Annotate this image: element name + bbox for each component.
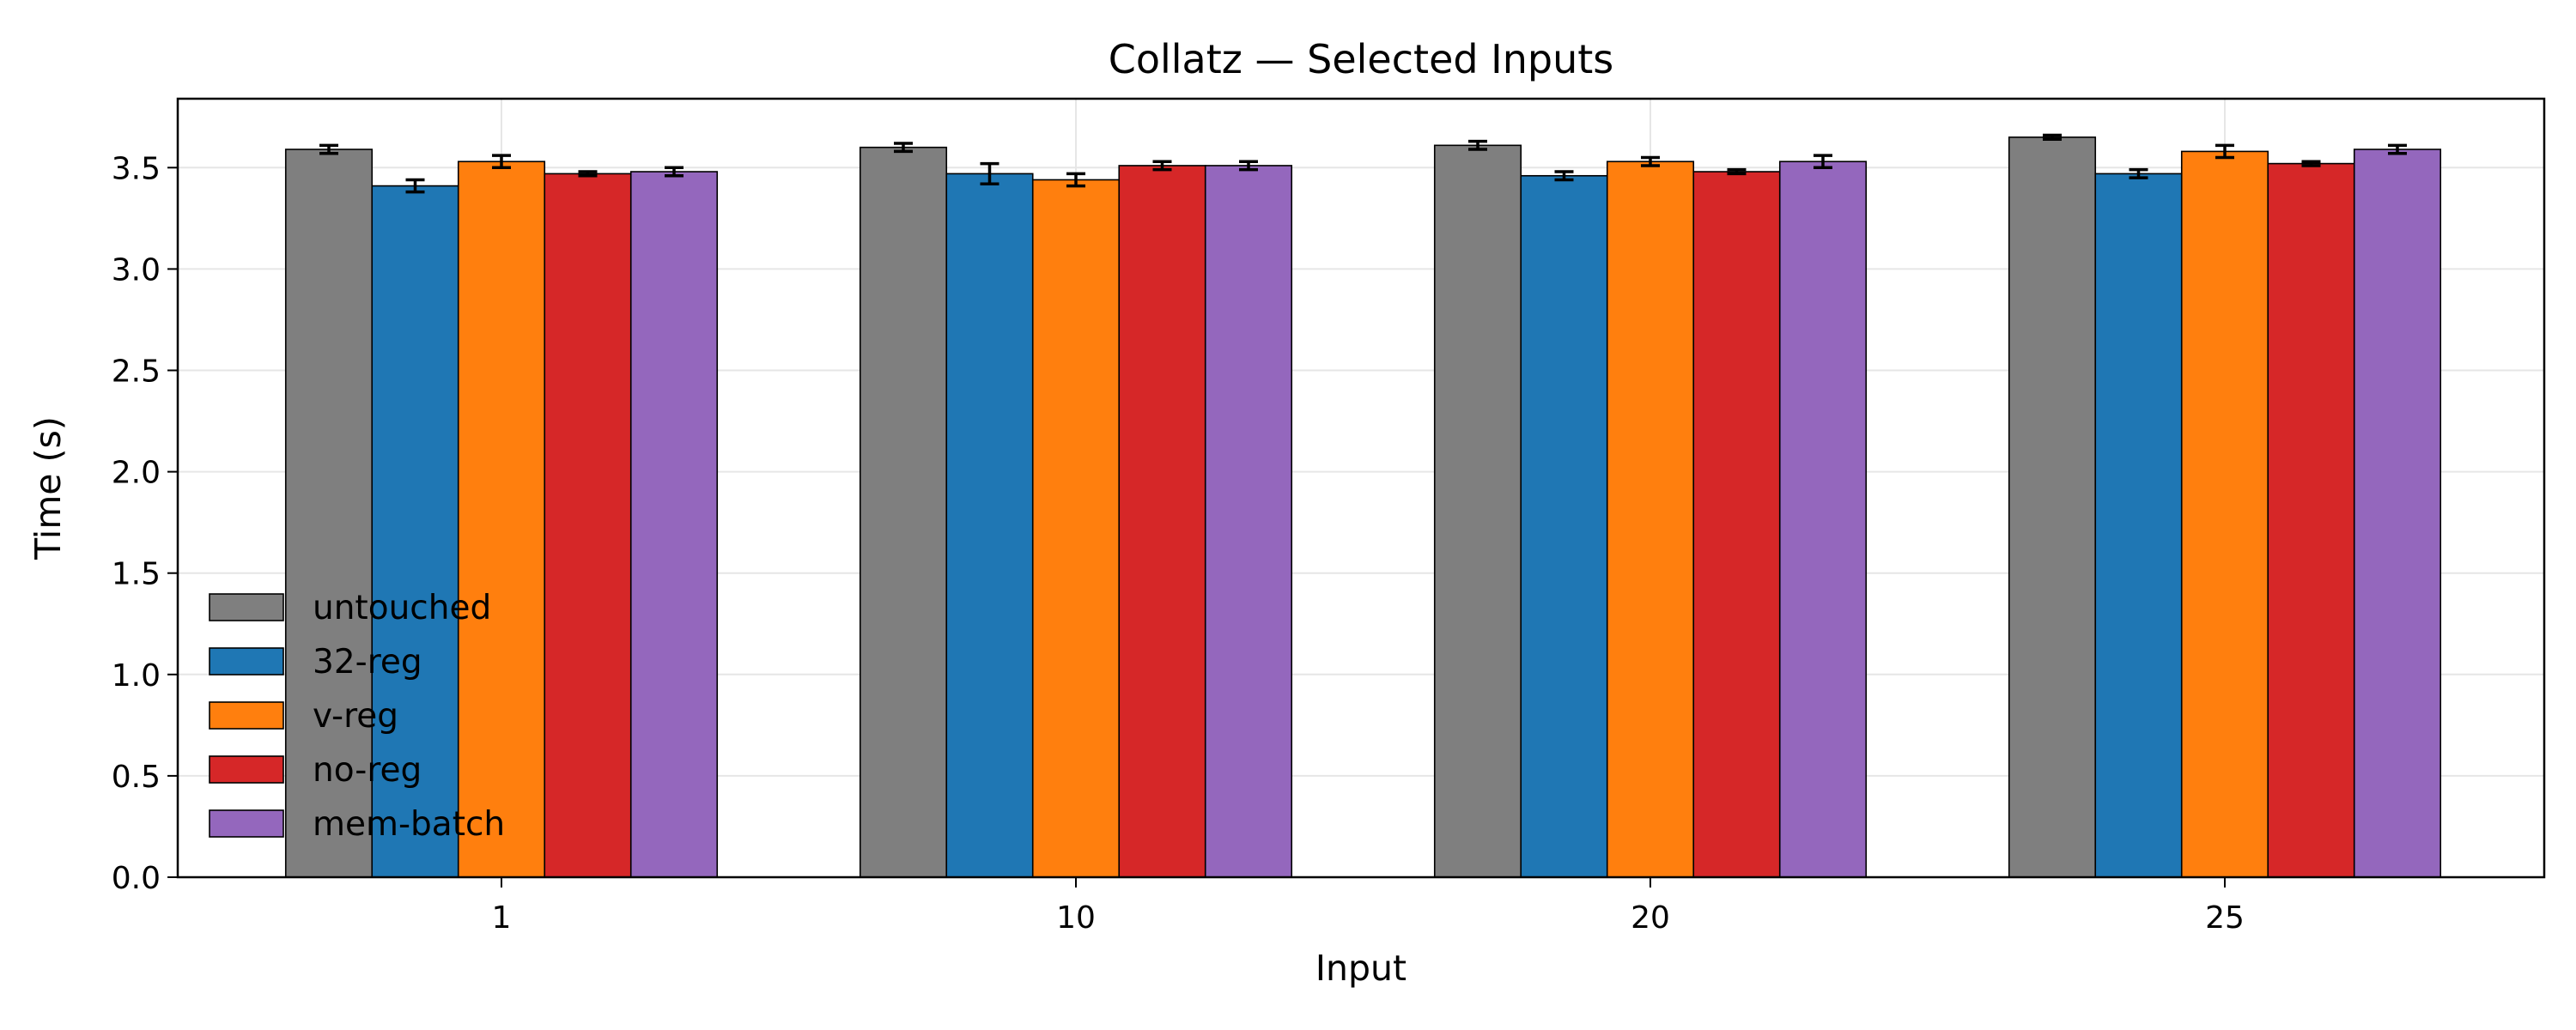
bar-untouched-25 [2008, 136, 2097, 878]
legend: untouched 32-reg v-reg no-reg mem-batch [209, 589, 505, 844]
error-bar-v-reg-20 [1641, 155, 1660, 167]
y-axis-title: Time (s) [27, 416, 69, 560]
error-bar-32-reg-25 [2129, 167, 2148, 179]
bar-v-reg-1 [457, 161, 546, 878]
bar-no-reg-10 [1118, 165, 1206, 878]
error-bar-untouched-1 [319, 143, 338, 155]
error-bar-no-reg-25 [2301, 160, 2321, 167]
error-bar-untouched-10 [894, 142, 913, 154]
bar-layer [284, 136, 2442, 878]
error-bar-no-reg-1 [578, 170, 598, 178]
bar-32-reg-1 [371, 185, 459, 878]
error-bar-mem-batch-10 [1239, 160, 1258, 172]
legend-label: 32-reg [313, 643, 422, 682]
bar-untouched-20 [1433, 144, 1522, 878]
y-tick-label: 2.5 [112, 354, 161, 390]
legend-item-32-reg: 32-reg [209, 643, 422, 682]
y-tick-label: 0.5 [112, 760, 161, 795]
y-tick-label: 1.0 [112, 658, 161, 694]
legend-swatch [209, 755, 284, 784]
legend-item-no-reg: no-reg [209, 751, 422, 790]
legend-swatch [209, 701, 284, 730]
bar-no-reg-25 [2267, 162, 2355, 878]
chart-title: Collatz — Selected Inputs [1109, 36, 1614, 82]
x-tick-label: 25 [2205, 900, 2245, 936]
error-bar-mem-batch-1 [665, 166, 683, 178]
error-bar-no-reg-20 [1727, 167, 1747, 176]
y-tick-label: 1.5 [112, 557, 161, 592]
legend-label: v-reg [313, 697, 398, 736]
bar-mem-batch-1 [629, 171, 719, 878]
legend-item-untouched: untouched [209, 589, 491, 627]
error-bar-layer [319, 133, 2407, 194]
error-bar-no-reg-10 [1152, 160, 1172, 172]
legend-label: no-reg [313, 751, 422, 790]
legend-label: mem-batch [313, 805, 505, 844]
error-bar-mem-batch-20 [1814, 154, 1832, 170]
bar-mem-batch-20 [1778, 161, 1868, 878]
error-bar-v-reg-1 [492, 154, 511, 170]
bar-untouched-1 [284, 148, 374, 878]
error-bar-mem-batch-25 [2388, 143, 2407, 155]
legend-swatch [209, 647, 284, 676]
bar-mem-batch-25 [2353, 148, 2442, 878]
error-bar-untouched-20 [1468, 139, 1487, 151]
x-tick-label: 1 [492, 900, 512, 936]
bar-v-reg-25 [2180, 150, 2269, 878]
x-tick-label: 20 [1631, 900, 1670, 936]
y-tick-label: 3.0 [112, 252, 161, 288]
legend-swatch [209, 593, 284, 621]
error-bar-32-reg-1 [405, 178, 425, 194]
error-bar-v-reg-25 [2215, 143, 2234, 160]
y-tick-label: 3.5 [112, 151, 161, 186]
legend-item-mem-batch: mem-batch [209, 805, 505, 844]
error-bar-32-reg-20 [1554, 170, 1574, 182]
tick-layer: 0.0 0.5 1.0 1.5 2.0 2.5 3.0 3.5 1 10 20 25 [112, 151, 2245, 936]
legend-label: untouched [313, 589, 491, 627]
error-bar-32-reg-10 [980, 161, 999, 185]
error-bar-v-reg-10 [1066, 172, 1085, 188]
bar-32-reg-25 [2094, 173, 2183, 878]
bar-no-reg-20 [1692, 171, 1781, 878]
y-tick-label: 2.0 [112, 456, 161, 491]
x-tick-label: 10 [1056, 900, 1096, 936]
bar-32-reg-20 [1520, 174, 1608, 878]
bar-32-reg-10 [945, 173, 1034, 878]
y-tick-label: 0.0 [112, 861, 161, 896]
legend-item-v-reg: v-reg [209, 697, 398, 736]
bar-v-reg-10 [1031, 179, 1121, 878]
error-bar-untouched-25 [2043, 133, 2062, 141]
bar-v-reg-20 [1606, 161, 1695, 878]
legend-swatch [209, 809, 284, 838]
x-axis-title: Input [1315, 948, 1406, 989]
plot-frame [176, 97, 2546, 879]
bar-untouched-10 [859, 146, 948, 878]
bar-mem-batch-10 [1204, 165, 1293, 878]
bar-no-reg-1 [544, 173, 632, 878]
